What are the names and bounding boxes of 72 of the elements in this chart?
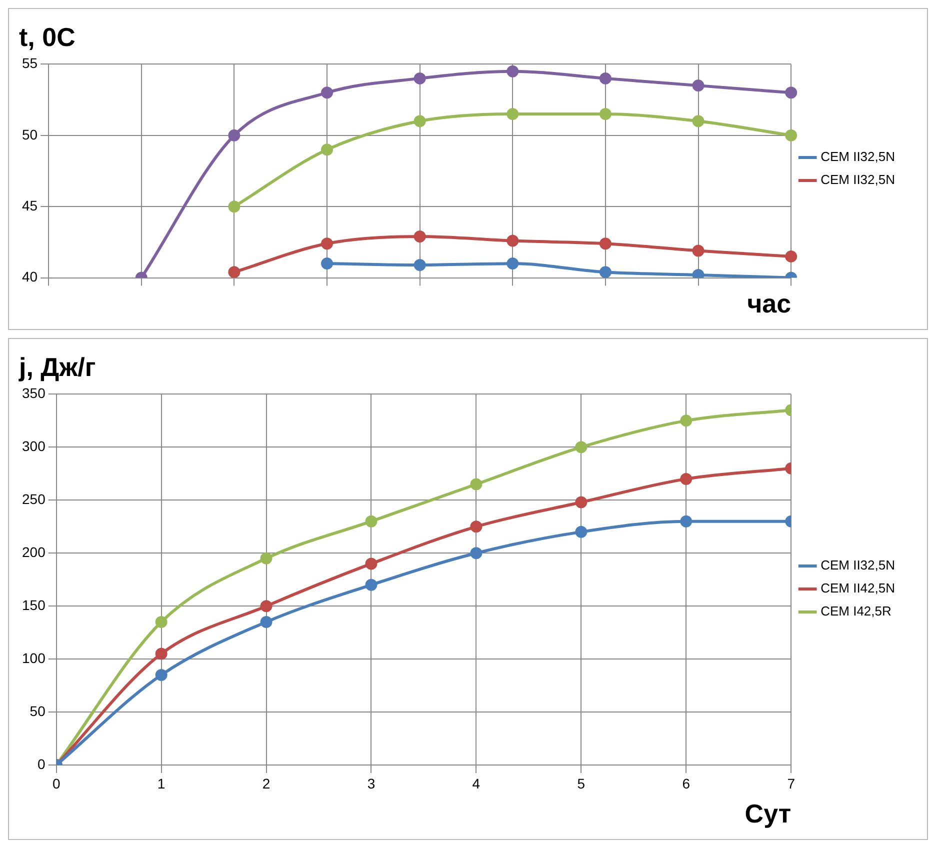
point [506, 258, 519, 270]
legend-label: CEM II32,5N [820, 558, 896, 573]
point [692, 80, 704, 92]
legend-label: CEM II32,5N [820, 149, 896, 164]
x-tick-label: 6 [682, 775, 690, 792]
y-tick-label: 300 [22, 438, 46, 454]
y-tick-label: 250 [22, 491, 46, 507]
point [414, 230, 426, 243]
point [506, 234, 519, 247]
y-tick-label: 45 [22, 197, 38, 214]
point [470, 520, 482, 533]
point [321, 144, 334, 156]
legend-label: CEM II42,5N [820, 580, 896, 596]
x-tick-label: 5 [577, 775, 586, 792]
point [680, 414, 692, 427]
point [680, 515, 692, 528]
point [692, 244, 704, 257]
point [414, 258, 426, 271]
point [228, 200, 240, 213]
x-tick-label: 0 [52, 775, 60, 792]
y-tick-label: 350 [22, 385, 46, 402]
point [260, 552, 272, 564]
y-tick-label: 40 [22, 268, 38, 285]
point [785, 129, 798, 142]
point [575, 441, 588, 454]
point [414, 115, 426, 128]
y-tick-label: 55 [22, 55, 38, 72]
legend-label: CEM II32,5N [820, 172, 896, 188]
x-axis-title: час [747, 288, 792, 319]
point [155, 648, 168, 660]
x-tick-label: 7 [787, 775, 796, 792]
x-tick-label: 1 [157, 775, 166, 792]
point [365, 515, 378, 528]
y-tick-label: 50 [22, 126, 38, 142]
point [228, 266, 240, 278]
chart-title: j, Дж/г [18, 352, 96, 382]
x-axis-title: Сут [744, 798, 792, 829]
y-tick-label: 150 [22, 596, 46, 613]
point [470, 547, 482, 560]
x-tick-label: 4 [472, 775, 480, 792]
point [470, 478, 482, 490]
point [155, 668, 168, 681]
point [680, 472, 692, 485]
point [785, 250, 798, 262]
y-tick-label: 100 [22, 650, 46, 666]
point [414, 72, 426, 84]
point [785, 86, 798, 99]
legend-label: CEM I42,5R [820, 604, 892, 619]
point [260, 600, 272, 612]
y-tick-label: 50 [30, 702, 46, 719]
point [692, 115, 704, 128]
point [228, 129, 240, 142]
point [321, 238, 334, 250]
point [599, 72, 612, 84]
point [321, 258, 334, 270]
point [599, 108, 612, 120]
point [575, 496, 588, 508]
point [365, 578, 378, 591]
x-tick-label: 2 [262, 775, 270, 792]
point [506, 108, 519, 120]
point [365, 558, 378, 570]
point [575, 526, 588, 538]
point [260, 616, 272, 628]
point [599, 238, 612, 250]
point [506, 65, 519, 78]
point [155, 616, 168, 628]
y-tick-label: 200 [22, 544, 46, 560]
point [599, 266, 612, 278]
point [321, 86, 334, 99]
y-tick-label: 0 [38, 756, 46, 772]
x-tick-label: 3 [367, 775, 376, 792]
chart-title: t, 0C [19, 22, 76, 52]
